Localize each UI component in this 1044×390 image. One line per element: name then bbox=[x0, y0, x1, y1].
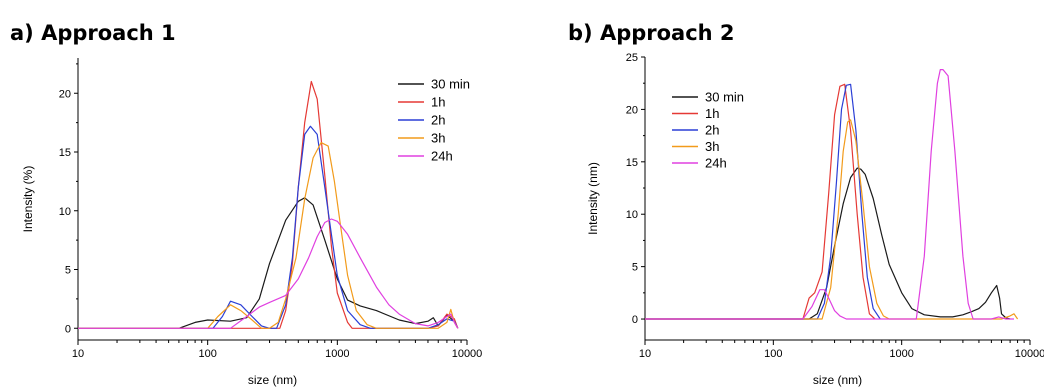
panel-b-legend-label-3h: 3h bbox=[705, 139, 719, 154]
panel-b-y-tick-label: 0 bbox=[632, 314, 638, 326]
panel-a-x-tick-label: 1000 bbox=[325, 348, 349, 360]
panel-a-y-tick-label: 15 bbox=[59, 147, 71, 159]
panel-b-x-tick-label: 10000 bbox=[1015, 348, 1044, 360]
panel-a-x-tick-label: 100 bbox=[198, 348, 216, 360]
panel-a-series-1h bbox=[78, 80, 459, 329]
panel-b-legend-label-24h: 24h bbox=[705, 156, 727, 171]
panel-b-x-axis-label: size (nm) bbox=[813, 373, 862, 387]
panel-a-x-axis-label: size (nm) bbox=[248, 373, 297, 387]
panel-b-series-30-min bbox=[645, 167, 1011, 320]
panel-b-chart: b) Approach 2 0 5 10 15 20 25 10 100 1000 10000 si… bbox=[568, 21, 1044, 387]
panel-b-y-tick-label: 10 bbox=[626, 209, 638, 221]
panel-b-x-tick-label: 1000 bbox=[889, 348, 913, 360]
panel-b-y-tick-label: 5 bbox=[632, 262, 638, 274]
panel-a-legend-label-1h: 1h bbox=[431, 95, 445, 110]
panel-b-y-tick-label: 25 bbox=[626, 52, 638, 64]
panel-b-legend-label-30-min: 30 min bbox=[705, 90, 744, 105]
panel-b-series-1h bbox=[645, 83, 876, 320]
panel-a-series-3h bbox=[78, 142, 459, 329]
panel-b-legend-label-1h: 1h bbox=[705, 106, 719, 121]
panel-a-y-tick-label: 0 bbox=[65, 323, 71, 335]
panel-a-y-tick-label: 10 bbox=[59, 206, 71, 218]
panel-a-legend-label-24h: 24h bbox=[431, 149, 453, 164]
panel-b-series-2h bbox=[645, 83, 881, 320]
panel-b-series-3h bbox=[645, 119, 1019, 320]
panel-a-y-tick-label: 5 bbox=[65, 265, 71, 277]
panel-a-x-tick-label: 10 bbox=[72, 348, 84, 360]
panel-b-series-24h bbox=[645, 68, 1014, 320]
panel-a-series-30-min bbox=[78, 197, 459, 329]
panel-a-legend-label-3h: 3h bbox=[431, 131, 445, 146]
panel-b-x-tick-label: 100 bbox=[764, 348, 782, 360]
panel-b-y-tick-label: 15 bbox=[626, 157, 638, 169]
panel-a-legend-label-30-min: 30 min bbox=[431, 77, 470, 92]
panel-a-x-tick-label: 10000 bbox=[452, 348, 483, 360]
panel-a-y-tick-label: 20 bbox=[59, 88, 71, 100]
panel-b-title: b) Approach 2 bbox=[568, 21, 735, 45]
panel-b-legend-label-2h: 2h bbox=[705, 123, 719, 138]
panel-a-legend-label-2h: 2h bbox=[431, 113, 445, 128]
panel-a-y-axis-label: Intensity (%) bbox=[21, 166, 35, 233]
panel-b-y-axis-label: Intensity (nm) bbox=[586, 162, 600, 235]
panel-a-series-24h bbox=[78, 218, 459, 329]
panel-a-title: a) Approach 1 bbox=[10, 21, 176, 45]
panel-b-x-tick-label: 10 bbox=[639, 348, 651, 360]
panel-b-y-tick-label: 20 bbox=[626, 104, 638, 116]
panel-a-chart: a) Approach 1 0 5 10 15 20 10 100 1000 10000 size… bbox=[10, 21, 482, 387]
